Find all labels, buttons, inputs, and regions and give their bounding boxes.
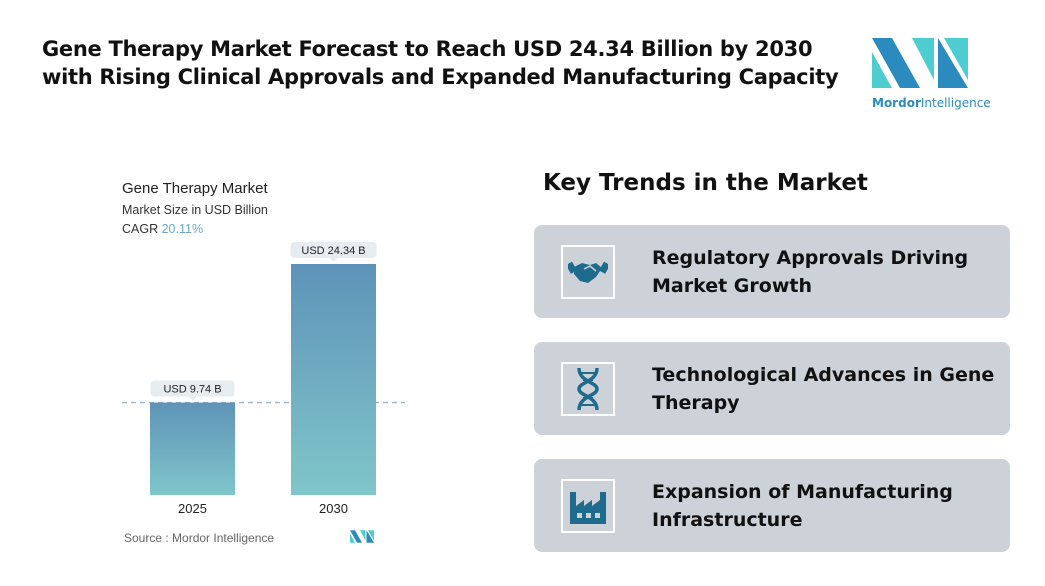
chart-cagr: CAGR 20.11%	[122, 222, 204, 236]
data-label: USD 24.34 B	[301, 245, 365, 257]
x-tick-label: 2030	[319, 501, 348, 516]
data-label-bg	[290, 242, 377, 258]
chart-title: Gene Therapy Market	[122, 180, 268, 197]
logo-text: MordorIntelligence	[872, 96, 991, 110]
handshake-icon	[561, 245, 615, 299]
data-label: USD 9.74 B	[163, 384, 221, 396]
data-label-bg	[150, 380, 235, 397]
trend-label: Technological Advances in Gene Therapy	[652, 364, 995, 414]
dna-icon	[561, 362, 615, 416]
chart-subtitle: Market Size in USD Billion	[122, 203, 268, 217]
data-label-pointer	[329, 258, 338, 262]
bar-chart: USD 9.74 B 2025 USD 24.34 B 2030	[122, 242, 405, 516]
factory-icon	[561, 479, 615, 533]
source-logo-icon	[350, 530, 374, 543]
cagr-value: 20.11%	[161, 222, 204, 236]
key-trends-heading: Key Trends in the Market	[543, 170, 868, 196]
bar-2030	[291, 264, 376, 495]
trend-label: Expansion of Manufacturing Infrastructur…	[652, 481, 953, 531]
trend-card-manufacturing: Expansion of Manufacturing Infrastructur…	[534, 459, 1010, 552]
page-title: Gene Therapy Market Forecast to Reach US…	[42, 37, 839, 89]
data-label-pointer	[188, 396, 197, 401]
trend-label: Regulatory Approvals Driving Market Grow…	[652, 247, 969, 297]
mordor-logo: MordorIntelligence	[872, 38, 991, 110]
trend-card-regulatory: Regulatory Approvals Driving Market Grow…	[534, 225, 1010, 318]
x-tick-label: 2025	[178, 501, 207, 516]
trend-card-technology: Technological Advances in Gene Therapy	[534, 342, 1010, 435]
chart-source: Source : Mordor Intelligence	[124, 531, 275, 545]
logo-mark-icon	[872, 38, 968, 88]
bar-2025	[150, 402, 235, 495]
